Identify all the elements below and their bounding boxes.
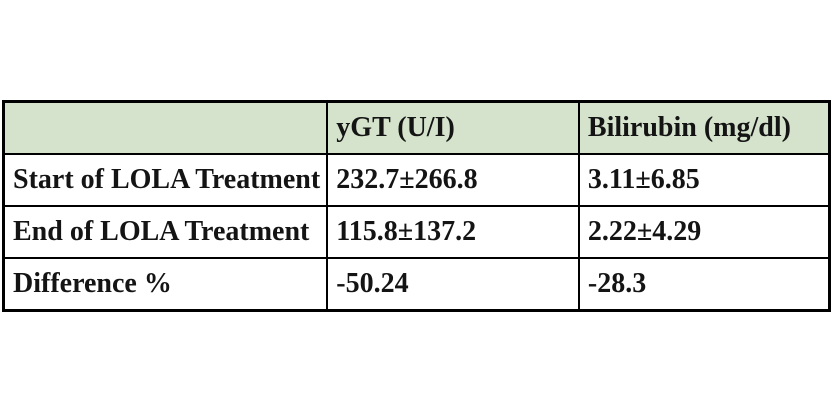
table-row-end-of-treatment: End of LOLA Treatment 115.8±137.2 2.22±4… xyxy=(2,205,831,259)
bilirubin-value: 3.11±6.85 xyxy=(577,153,831,207)
row-label: End of LOLA Treatment xyxy=(2,205,329,259)
table-row-difference: Difference % -50.24 -28.3 xyxy=(2,257,831,312)
row-label: Start of LOLA Treatment xyxy=(2,153,329,207)
lola-results-table: yGT (U/I) Bilirubin (mg/dl) Start of LOL… xyxy=(2,100,831,312)
bilirubin-value: 2.22±4.29 xyxy=(577,205,831,259)
ygt-value: -50.24 xyxy=(326,257,580,312)
header-cell-empty xyxy=(2,100,329,155)
ygt-value: 232.7±266.8 xyxy=(326,153,580,207)
table-row-start-of-treatment: Start of LOLA Treatment 232.7±266.8 3.11… xyxy=(2,153,831,207)
row-label: Difference % xyxy=(2,257,329,312)
bilirubin-value: -28.3 xyxy=(577,257,831,312)
ygt-value: 115.8±137.2 xyxy=(326,205,580,259)
header-cell-bilirubin: Bilirubin (mg/dl) xyxy=(577,100,831,155)
header-row: yGT (U/I) Bilirubin (mg/dl) xyxy=(2,100,831,155)
header-cell-ygt: yGT (U/I) xyxy=(326,100,580,155)
lola-results-table-wrap: yGT (U/I) Bilirubin (mg/dl) Start of LOL… xyxy=(2,100,831,312)
